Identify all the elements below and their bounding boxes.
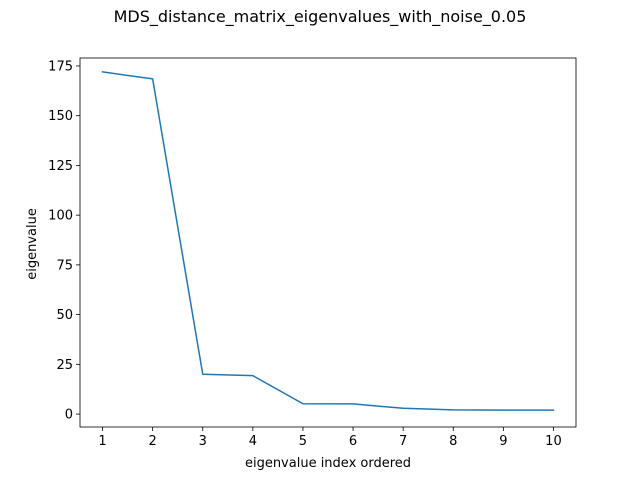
series-line-0 [101, 71, 555, 411]
y-tick-label: 100 [48, 209, 73, 224]
y-tick-label: 25 [56, 358, 73, 373]
x-axis-label: eigenvalue index ordered [245, 456, 411, 471]
y-tick-label: 175 [48, 59, 73, 74]
x-tick-label: 2 [149, 434, 157, 449]
y-tick-label: 75 [56, 258, 73, 273]
x-tick-label: 10 [545, 434, 562, 449]
chart-title: MDS_distance_matrix_eigenvalues_with_noi… [114, 7, 527, 27]
x-tick-label: 4 [249, 434, 257, 449]
x-tick-label: 6 [349, 434, 357, 449]
y-tick-label: 150 [48, 109, 73, 124]
y-axis-label: eigenvalue [25, 208, 40, 280]
x-tick-label: 3 [199, 434, 207, 449]
x-tick-label: 8 [449, 434, 457, 449]
x-tick-label: 9 [499, 434, 507, 449]
y-tick-label: 50 [56, 308, 73, 323]
axes-frame [79, 57, 577, 428]
y-tick-label: 125 [48, 159, 73, 174]
y-tick-label: 0 [65, 408, 73, 423]
x-tick-label: 7 [399, 434, 407, 449]
x-tick-label: 5 [299, 434, 307, 449]
x-tick-label: 1 [98, 434, 106, 449]
